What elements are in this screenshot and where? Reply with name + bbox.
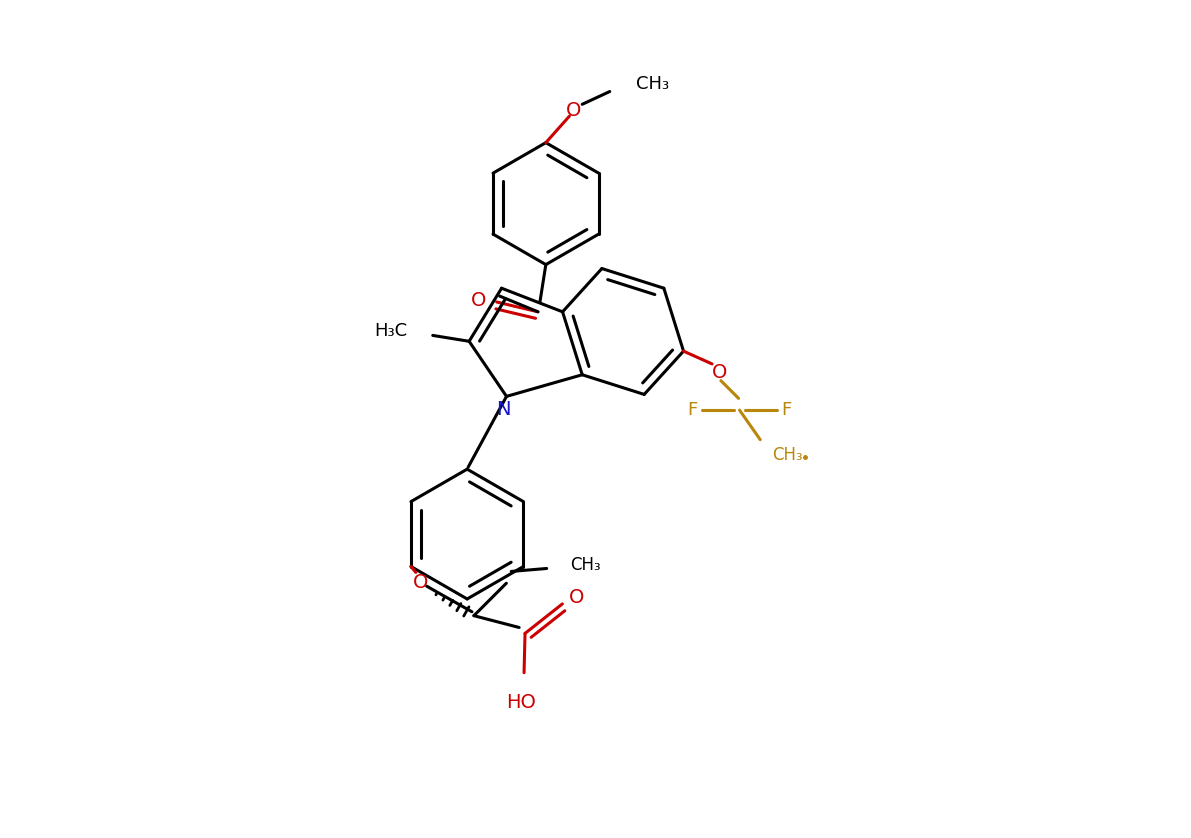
- Text: CH₃: CH₃: [636, 75, 669, 93]
- Text: N: N: [497, 400, 511, 419]
- Text: F: F: [781, 401, 792, 419]
- Text: O: O: [568, 587, 584, 607]
- Text: O: O: [472, 291, 487, 309]
- Text: H₃C: H₃C: [374, 323, 407, 340]
- Text: CH₃: CH₃: [772, 447, 803, 464]
- Text: F: F: [687, 401, 698, 419]
- Text: O: O: [566, 101, 581, 120]
- Text: HO: HO: [506, 693, 536, 711]
- Text: O: O: [712, 364, 728, 382]
- Text: O: O: [413, 572, 429, 592]
- Text: CH₃: CH₃: [570, 556, 601, 573]
